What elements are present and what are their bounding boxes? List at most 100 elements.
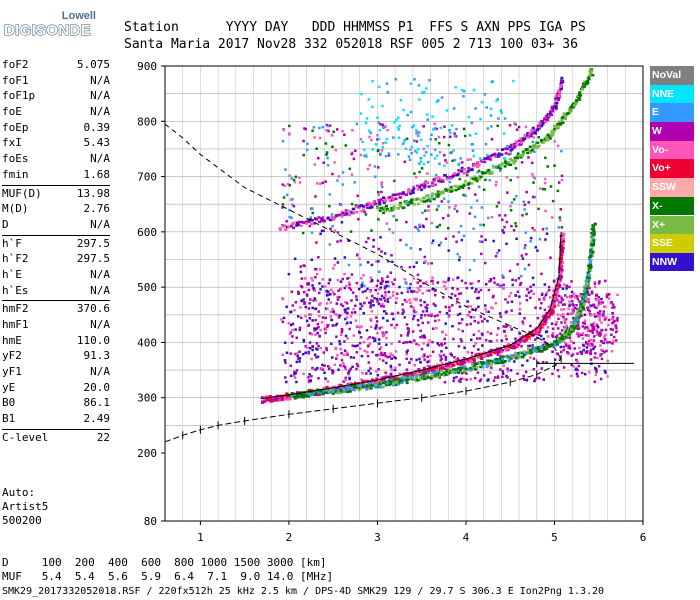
param-label: yF1 xyxy=(2,365,22,379)
echo-point xyxy=(523,267,527,271)
y-tick-label: 500 xyxy=(137,281,157,294)
trace-point xyxy=(544,117,548,121)
echo-point xyxy=(495,283,499,286)
trace-point xyxy=(539,350,543,353)
echo-point xyxy=(287,272,291,276)
echo-point xyxy=(444,355,448,359)
trace-point xyxy=(525,336,529,340)
echo-point xyxy=(610,300,613,304)
echo-point xyxy=(600,357,604,361)
echo-point xyxy=(345,302,349,305)
trace-point xyxy=(500,162,504,165)
echo-point xyxy=(404,281,407,284)
trace-point xyxy=(330,215,334,219)
echo-point xyxy=(577,321,580,324)
echo-point xyxy=(474,307,478,311)
echo-point xyxy=(427,160,430,164)
trace-point xyxy=(374,383,378,387)
param-row: foEs N/A xyxy=(2,152,110,168)
echo-point xyxy=(386,128,389,132)
trace-point xyxy=(397,376,401,380)
echo-point xyxy=(298,326,302,330)
echo-point xyxy=(330,356,334,359)
echo-point xyxy=(578,346,581,350)
trace-point xyxy=(490,171,494,175)
param-value: N/A xyxy=(90,217,110,231)
echo-point xyxy=(439,241,443,244)
echo-point xyxy=(443,380,447,384)
echo-point xyxy=(553,358,557,361)
echo-point xyxy=(482,223,486,227)
trace-point xyxy=(405,201,409,205)
echo-point xyxy=(445,161,449,164)
echo-point xyxy=(604,371,607,374)
echo-point xyxy=(594,368,598,371)
echo-point xyxy=(422,374,426,377)
echo-point xyxy=(506,144,509,148)
echo-point xyxy=(402,108,405,112)
echo-point xyxy=(499,315,503,318)
trace-point xyxy=(547,311,551,315)
trace-point xyxy=(529,134,533,138)
trace-point xyxy=(401,379,405,383)
echo-point xyxy=(409,246,413,250)
trace-point xyxy=(536,347,540,351)
trace-point xyxy=(382,378,386,382)
param-label: yE xyxy=(2,380,16,394)
trace-point xyxy=(437,372,441,375)
echo-point xyxy=(596,311,600,315)
echo-point xyxy=(376,331,379,335)
echo-point xyxy=(336,278,340,282)
param-value: 297.5 xyxy=(76,252,110,266)
echo-point xyxy=(532,136,536,139)
echo-point xyxy=(323,285,327,288)
echo-point xyxy=(540,292,544,296)
echo-point xyxy=(592,326,595,329)
echo-point xyxy=(431,279,434,283)
echo-point xyxy=(431,282,435,286)
echo-point xyxy=(510,143,513,147)
trace-point xyxy=(489,353,493,356)
echo-point xyxy=(348,167,352,171)
trace-point xyxy=(285,392,289,395)
echo-point xyxy=(413,290,416,293)
echo-point xyxy=(347,373,350,376)
trace-point xyxy=(441,180,445,183)
echo-point xyxy=(290,216,293,220)
echo-point xyxy=(333,263,336,267)
echo-point xyxy=(390,312,394,316)
echo-point xyxy=(447,214,450,217)
trace-point xyxy=(445,189,449,192)
echo-point xyxy=(412,265,416,269)
legend-item: NNW xyxy=(650,252,694,272)
echo-point xyxy=(371,105,374,109)
echo-point xyxy=(366,287,369,291)
echo-point xyxy=(468,310,471,314)
echo-point xyxy=(299,306,302,309)
trace-point xyxy=(561,239,565,243)
echo-point xyxy=(318,136,322,140)
echo-point xyxy=(362,273,365,277)
param-value: N/A xyxy=(90,365,110,379)
trace-point xyxy=(550,113,554,117)
echo-point xyxy=(416,227,419,231)
param-value: 0.39 xyxy=(83,120,111,134)
y-tick-label: 800 xyxy=(137,115,157,128)
echo-point xyxy=(325,302,329,305)
trace-point xyxy=(329,388,333,392)
trace-point xyxy=(588,256,592,259)
echo-point xyxy=(313,136,316,139)
trace-point xyxy=(266,395,270,399)
trace-point xyxy=(443,174,447,177)
trace-point xyxy=(381,385,385,389)
y-tick-label: 600 xyxy=(137,226,157,239)
trace-point xyxy=(300,220,304,224)
trace-point xyxy=(518,339,522,343)
echo-point xyxy=(308,224,312,228)
trace-point xyxy=(424,371,428,374)
echo-point xyxy=(419,329,422,333)
trace-point xyxy=(486,155,490,159)
echo-point xyxy=(599,377,603,381)
echo-point xyxy=(412,314,416,318)
trace-point xyxy=(591,250,595,254)
